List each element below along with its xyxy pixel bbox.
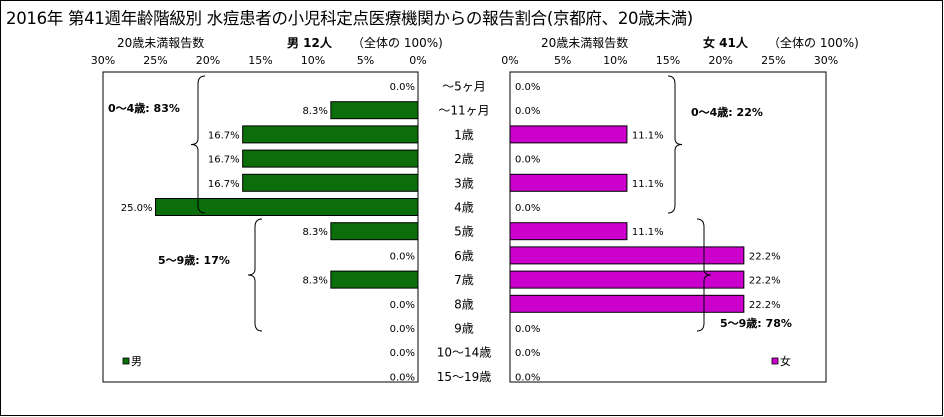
left-count-label: 男 12人 xyxy=(287,36,332,50)
female-group-brace xyxy=(667,75,683,214)
female-bar xyxy=(509,222,628,241)
female-group-label: 0～4歳: 22% xyxy=(691,105,763,119)
age-category-label: ～5ヶ月 xyxy=(442,80,486,94)
male-group-brace xyxy=(190,75,206,214)
left-axis-title: 20歳未満報告数 xyxy=(117,36,205,50)
male-value-label: 0.0% xyxy=(390,324,415,335)
female-bar xyxy=(509,173,628,192)
female-value-label: 0.0% xyxy=(515,372,540,383)
female-value-label: 11.1% xyxy=(632,130,664,141)
male-value-label: 0.0% xyxy=(390,82,415,93)
chart-title: 2016年 第41週年齢階級別 水痘患者の小児科定点医療機関からの報告割合(京都… xyxy=(6,9,693,28)
right-axis-tick-label: 30% xyxy=(814,54,838,67)
male-bar xyxy=(330,101,419,120)
male-bar xyxy=(330,222,419,241)
male-value-label: 16.7% xyxy=(208,155,240,166)
age-category-label: 6歳 xyxy=(454,249,474,263)
female-legend-label: 女 xyxy=(780,354,791,368)
female-value-label: 0.0% xyxy=(515,106,540,117)
right-axis-tick-label: 15% xyxy=(656,54,680,67)
age-category-label: 2歳 xyxy=(454,152,474,166)
male-value-label: 0.0% xyxy=(390,300,415,311)
female-legend-swatch xyxy=(771,357,779,365)
male-legend-label: 男 xyxy=(131,355,142,368)
female-value-label: 0.0% xyxy=(515,348,540,359)
female-value-label: 0.0% xyxy=(515,155,540,166)
age-category-label: 9歳 xyxy=(454,322,474,336)
male-legend-swatch xyxy=(122,357,130,365)
male-value-label: 16.7% xyxy=(208,130,240,141)
female-group-brace xyxy=(696,218,712,332)
right-axis-title: 20歳未満報告数 xyxy=(541,36,629,50)
female-value-label: 0.0% xyxy=(515,203,540,214)
female-group-label: 5～9歳: 78% xyxy=(720,316,792,330)
age-category-label: 1歳 xyxy=(454,128,474,142)
male-group-label: 0～4歳: 83% xyxy=(108,101,180,115)
right-axis-tick-label: 25% xyxy=(761,54,785,67)
male-value-label: 8.3% xyxy=(302,227,327,238)
male-value-label: 8.3% xyxy=(302,106,327,117)
male-value-label: 0.0% xyxy=(390,251,415,262)
female-value-label: 22.2% xyxy=(749,300,781,311)
left-axis-tick-label: 10% xyxy=(301,54,325,67)
left-share-label: （全体の 100%) xyxy=(352,36,443,50)
age-category-label: 5歳 xyxy=(454,225,474,239)
right-axis-tick-label: 5% xyxy=(554,54,571,67)
female-value-label: 22.2% xyxy=(749,276,781,287)
male-value-label: 16.7% xyxy=(208,179,240,190)
age-category-label: 3歳 xyxy=(454,176,474,190)
right-axis-tick-label: 10% xyxy=(603,54,627,67)
female-value-label: 11.1% xyxy=(632,179,664,190)
male-value-label: 8.3% xyxy=(302,276,327,287)
male-bar xyxy=(242,149,419,168)
male-group-brace xyxy=(247,218,263,332)
female-bar xyxy=(509,246,745,265)
left-axis-tick-label: 5% xyxy=(357,54,374,67)
left-axis-tick-label: 25% xyxy=(143,54,167,67)
male-bar xyxy=(242,125,419,144)
female-bar xyxy=(509,270,745,289)
male-value-label: 0.0% xyxy=(390,348,415,359)
right-axis-tick-label: 0% xyxy=(501,54,518,67)
right-share-label: （全体の 100%) xyxy=(768,36,859,50)
female-value-label: 11.1% xyxy=(632,227,664,238)
left-axis-tick-label: 0% xyxy=(409,54,426,67)
female-value-label: 0.0% xyxy=(515,82,540,93)
age-category-label: 10～14歳 xyxy=(437,346,492,360)
age-category-label: ～11ヶ月 xyxy=(438,104,489,118)
age-category-label: 15～19歳 xyxy=(437,370,492,384)
male-value-label: 0.0% xyxy=(390,372,415,383)
male-group-label: 5～9歳: 17% xyxy=(158,253,230,267)
left-axis-tick-label: 15% xyxy=(248,54,272,67)
age-category-label: 4歳 xyxy=(454,201,474,215)
right-axis-tick-label: 20% xyxy=(708,54,732,67)
male-value-label: 25.0% xyxy=(121,203,153,214)
left-axis-tick-label: 20% xyxy=(196,54,220,67)
male-bar xyxy=(330,270,419,289)
right-count-label: 女 41人 xyxy=(703,36,748,50)
female-value-label: 0.0% xyxy=(515,324,540,335)
female-value-label: 22.2% xyxy=(749,251,781,262)
female-bar xyxy=(509,294,745,313)
female-bar xyxy=(509,125,628,144)
male-bar xyxy=(242,173,419,192)
age-category-label: 8歳 xyxy=(454,297,474,311)
left-axis-tick-label: 30% xyxy=(91,54,115,67)
male-bar xyxy=(155,198,419,216)
age-category-label: 7歳 xyxy=(454,273,474,287)
